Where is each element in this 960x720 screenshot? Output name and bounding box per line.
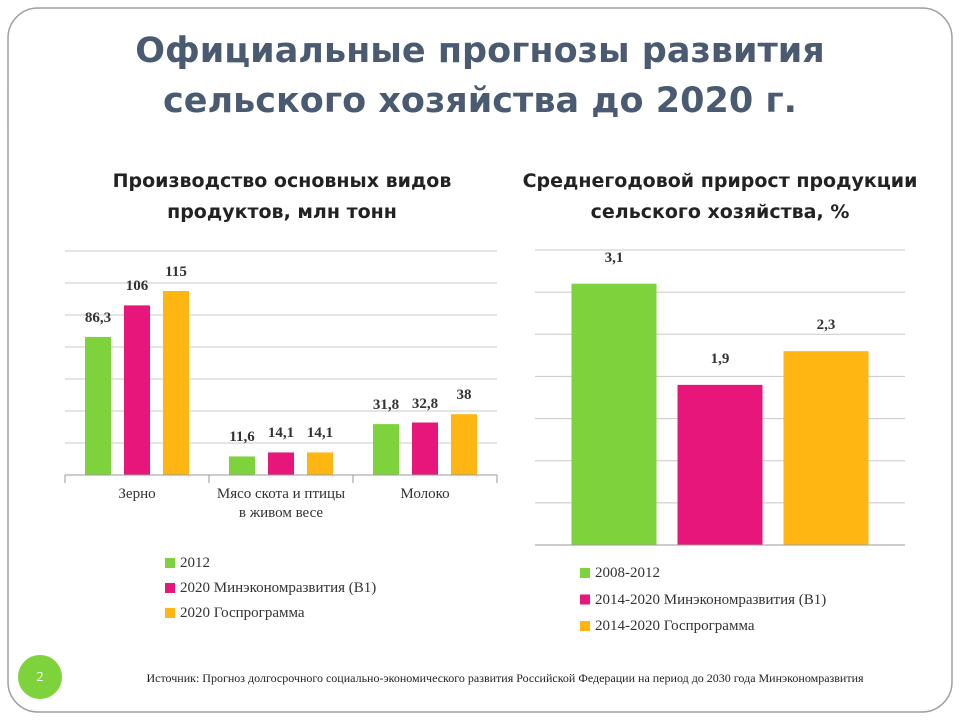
legend-entry: 2020 Минэкономразвития (В1) [180, 580, 377, 596]
bar [783, 351, 869, 545]
legend-swatch [580, 621, 590, 631]
data-label: 11,6 [229, 429, 255, 446]
source-note: Источник: Прогноз долгосрочного социальн… [146, 671, 864, 685]
data-label: 38 [456, 387, 472, 404]
legend-entry: 2020 Госпрограмма [180, 605, 305, 621]
data-label: 32,8 [411, 395, 439, 412]
slide-number: 2 [37, 670, 44, 685]
legend-swatch [165, 608, 175, 618]
bar [229, 456, 255, 475]
bar [163, 291, 189, 475]
legend-entry: 2012 [180, 555, 210, 571]
slide-frame [7, 7, 953, 713]
bar [677, 384, 763, 545]
x-tick-label: Мясо скота и птицы в живом весе [216, 486, 346, 521]
data-label: 2,3 [816, 317, 836, 334]
slide-title: Официальные прогнозы развития сельского … [135, 31, 825, 121]
chart-title: Среднегодовой прирост продукции сельског… [522, 170, 918, 223]
data-label: 106 [125, 278, 149, 295]
legend-swatch [165, 558, 175, 568]
bar [373, 424, 399, 475]
bar [571, 283, 657, 545]
legend-entry: 2014-2020 Госпрограмма [595, 618, 755, 634]
bar [451, 414, 477, 475]
legend-swatch [580, 568, 590, 578]
data-label: 3,1 [604, 249, 624, 266]
legend-swatch [580, 594, 590, 605]
bar [268, 452, 294, 475]
data-label: 31,8 [372, 397, 400, 414]
data-label: 14,1 [306, 425, 334, 442]
legend-swatch [165, 583, 175, 593]
legend-entry: 2008-2012 [595, 565, 660, 581]
bar [307, 452, 333, 475]
bar [85, 336, 111, 475]
data-label: 115 [165, 264, 187, 280]
data-label: 1,9 [710, 350, 730, 367]
slide-number-badge [18, 655, 62, 699]
data-label: 86,3 [84, 309, 112, 326]
x-tick-label: Молоко [400, 486, 450, 502]
legend-entry: 2014-2020 Минэкономразвития (В1) [595, 591, 827, 608]
bar [124, 305, 150, 475]
chart-title: Производство основных видов продуктов, м… [112, 170, 452, 223]
data-label: 14,1 [267, 425, 295, 442]
bar [412, 422, 438, 475]
x-tick-label: Зерно [118, 486, 156, 502]
